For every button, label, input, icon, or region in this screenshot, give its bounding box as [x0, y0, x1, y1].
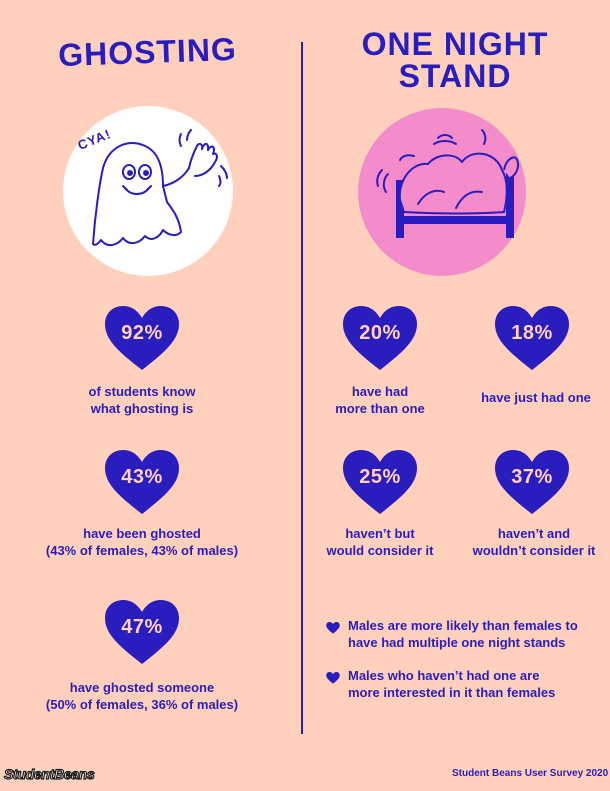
ons-note-1-text: Males are more likely than females to ha… [348, 618, 596, 652]
ons-note-1: Males are more likely than females to ha… [326, 618, 596, 654]
ons-stat-4-line-1: haven’t and [497, 526, 571, 541]
ons-note-2: Males who haven’t had one are more inter… [326, 668, 596, 704]
ghosting-stat-3-line-2: (50% of females, 36% of males) [45, 696, 239, 712]
ghost-illustration: CYA! [63, 106, 233, 276]
ghosting-stat-1-line-2: what ghosting is [90, 400, 194, 416]
one-night-stand-title-line1: ONE NIGHT [361, 26, 549, 62]
ons-stat-3-text: haven’t but would consider it [314, 526, 446, 560]
ons-stat-1-line-1: have had [351, 384, 409, 399]
ghosting-stat-2-text: have been ghosted (43% of females, 43% o… [22, 526, 262, 560]
heart-bullet-icon [326, 672, 340, 684]
ghosting-stat-3-percent: 47% [121, 616, 163, 638]
ons-stat-2-percent: 18% [511, 322, 553, 344]
ons-stat-3-heart: 25% [343, 450, 417, 516]
ons-note-1-line-1: Males are more likely than females to [348, 618, 578, 633]
ons-stat-2-line-1: have just had one [481, 390, 591, 405]
ons-stat-1-percent: 20% [359, 322, 401, 344]
ons-stat-2-text: have just had one [466, 390, 606, 407]
ons-note-1-line-2: have had multiple one night stands [348, 634, 566, 650]
ghosting-stat-1-heart: 92% [105, 306, 179, 372]
ghosting-stat-3-line-1: have ghosted someone [69, 680, 215, 695]
bed-icon [376, 129, 519, 238]
ons-stat-1-text: have had more than one [314, 384, 446, 418]
ons-stat-1-heart: 20% [343, 306, 417, 372]
ghosting-stat-1-percent: 92% [121, 322, 163, 344]
ons-note-2-line-1: Males who haven’t had one are [348, 668, 540, 683]
ghosting-stat-1-line-1: of students know [88, 384, 196, 399]
ghosting-stat-2-line-2: (43% of females, 43% of males) [45, 542, 239, 558]
ons-stat-4-percent: 37% [511, 466, 553, 488]
ons-note-2-text: Males who haven’t had one are more inter… [348, 668, 596, 702]
ons-stat-4-text: haven’t and wouldn’t consider it [460, 526, 608, 560]
one-night-stand-title: ONE NIGHT STAND [350, 28, 560, 92]
ghosting-stat-1-text: of students know what ghosting is [40, 384, 244, 418]
ons-stat-3-percent: 25% [359, 466, 401, 488]
ons-stat-3-line-1: haven’t but [345, 526, 415, 541]
ghosting-stat-3-heart: 47% [105, 600, 179, 666]
one-night-stand-title-line2: STAND [398, 58, 512, 94]
heart-bullet-icon [326, 622, 340, 634]
ghosting-stat-2-line-1: have been ghosted [83, 526, 201, 541]
survey-source: Student Beans User Survey 2020 [452, 768, 609, 779]
ghosting-stat-2-heart: 43% [105, 450, 179, 516]
ghosting-stat-3-text: have ghosted someone (50% of females, 36… [22, 680, 262, 714]
ons-stat-4-heart: 37% [495, 450, 569, 516]
ghost-icon [92, 129, 228, 246]
ghosting-stat-2-percent: 43% [121, 466, 163, 488]
ons-stat-2-heart: 18% [495, 306, 569, 372]
ons-stat-1-line-2: more than one [335, 400, 425, 416]
ons-note-2-line-2: more interested in it than females [348, 684, 556, 700]
ons-stat-4-line-2: wouldn’t consider it [472, 542, 596, 558]
center-divider [301, 42, 303, 734]
ons-stat-3-line-2: would consider it [326, 542, 434, 558]
studentbeans-logo: StudentBeans [3, 765, 95, 782]
bed-illustration [358, 108, 526, 276]
ghosting-title: GHOSTING [57, 30, 238, 74]
